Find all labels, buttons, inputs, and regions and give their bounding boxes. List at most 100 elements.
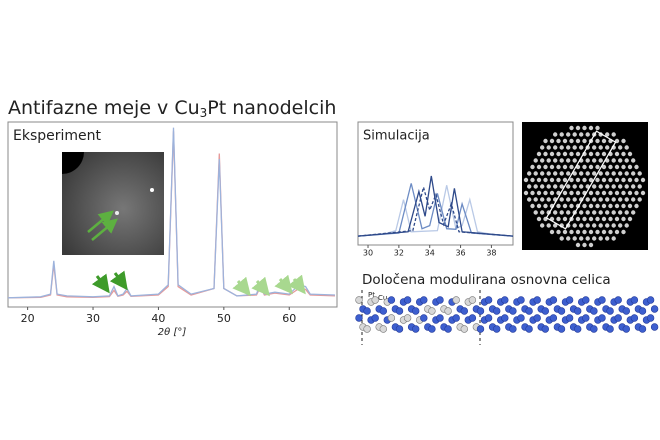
atom-column (608, 190, 613, 196)
atom-column (598, 223, 603, 228)
atom (517, 296, 525, 304)
shadow (62, 152, 84, 174)
atom-column (592, 236, 597, 241)
atom-column (598, 145, 603, 150)
atom (387, 314, 396, 322)
data-line (357, 183, 514, 237)
atom-column (637, 171, 642, 176)
spot (150, 188, 154, 192)
atom-column (592, 158, 597, 163)
atom-label: Pt (368, 291, 375, 299)
x-tick-label: 30 (363, 249, 373, 258)
atom (614, 296, 622, 304)
atom (476, 307, 485, 315)
atom (420, 314, 428, 322)
atom (557, 307, 566, 315)
atom-column (611, 210, 616, 215)
atom (363, 307, 371, 315)
atom-column (575, 138, 581, 144)
atom-column (527, 197, 532, 202)
atom-column (627, 177, 633, 183)
atom (363, 325, 371, 333)
atom (501, 296, 509, 304)
atom-column (621, 203, 626, 209)
atom-column (556, 151, 561, 157)
atom (541, 325, 549, 333)
arrow (232, 276, 251, 297)
atom-column (559, 184, 564, 189)
atom-chain: Pt Cu (355, 290, 659, 345)
atom-column (637, 197, 642, 202)
atom-column (546, 158, 551, 163)
atom-column (631, 197, 636, 202)
atom-column (605, 210, 610, 215)
atom-column (595, 151, 600, 157)
atom (444, 325, 452, 333)
atom-column (588, 216, 594, 222)
atom-column (627, 216, 633, 222)
atom (638, 307, 647, 315)
atom-column (624, 197, 629, 202)
atom-column (627, 164, 633, 170)
atom-column (595, 190, 600, 196)
x-axis-label: 2θ [°] (158, 327, 187, 338)
atom-column (562, 203, 568, 209)
atom-column (546, 197, 551, 202)
atom-column (536, 164, 542, 170)
atom-column (530, 177, 535, 183)
chart-title: Simulacija (363, 129, 430, 144)
x-tick-label: 32 (394, 249, 404, 258)
atom-column (601, 229, 607, 235)
atom-column (640, 190, 646, 196)
atom-column (611, 158, 616, 163)
x-tick-label: 30 (86, 312, 100, 325)
atom-column (618, 210, 623, 215)
atom-column (533, 184, 538, 189)
atom-column (530, 164, 535, 170)
atom-column (618, 145, 623, 150)
atom-column (543, 190, 548, 196)
atom-column (605, 145, 610, 150)
atom-column (588, 190, 594, 196)
atom-column (562, 229, 568, 235)
x-tick-label: 60 (282, 312, 296, 325)
atom-column (624, 184, 629, 189)
atom-column (614, 216, 620, 222)
atom-column (595, 203, 600, 209)
atom-column (527, 171, 532, 176)
data-line (357, 184, 514, 237)
atom-column (566, 132, 571, 137)
atom-column (523, 177, 529, 183)
atom-column (601, 216, 607, 222)
atom-column (579, 171, 584, 176)
atom (650, 323, 659, 331)
atom (387, 296, 396, 304)
atom-column (562, 177, 568, 183)
atom (557, 325, 566, 333)
atom-column (579, 236, 584, 241)
atom-column (592, 223, 597, 228)
atom (565, 314, 574, 322)
atom-label: Cu (378, 294, 387, 302)
atom (468, 296, 477, 304)
simulation-chart: Simulacija 30 32 34 36 38 (357, 121, 514, 258)
arrow (274, 274, 293, 295)
atom (590, 325, 598, 333)
atom-column (608, 229, 613, 235)
atom-column (605, 184, 610, 189)
atom-column (595, 125, 600, 131)
atom (622, 325, 630, 333)
atom-column (572, 145, 577, 150)
atom-column (582, 138, 587, 144)
atom-column (569, 164, 574, 170)
atom-column (572, 184, 577, 189)
atom-column (637, 184, 642, 189)
atom-column (631, 210, 636, 215)
atom-column (595, 177, 600, 183)
atom (630, 314, 639, 322)
atom-column (588, 242, 594, 248)
atom (355, 314, 363, 322)
atom (533, 314, 541, 322)
atom (428, 307, 436, 315)
atom-column (549, 229, 555, 235)
